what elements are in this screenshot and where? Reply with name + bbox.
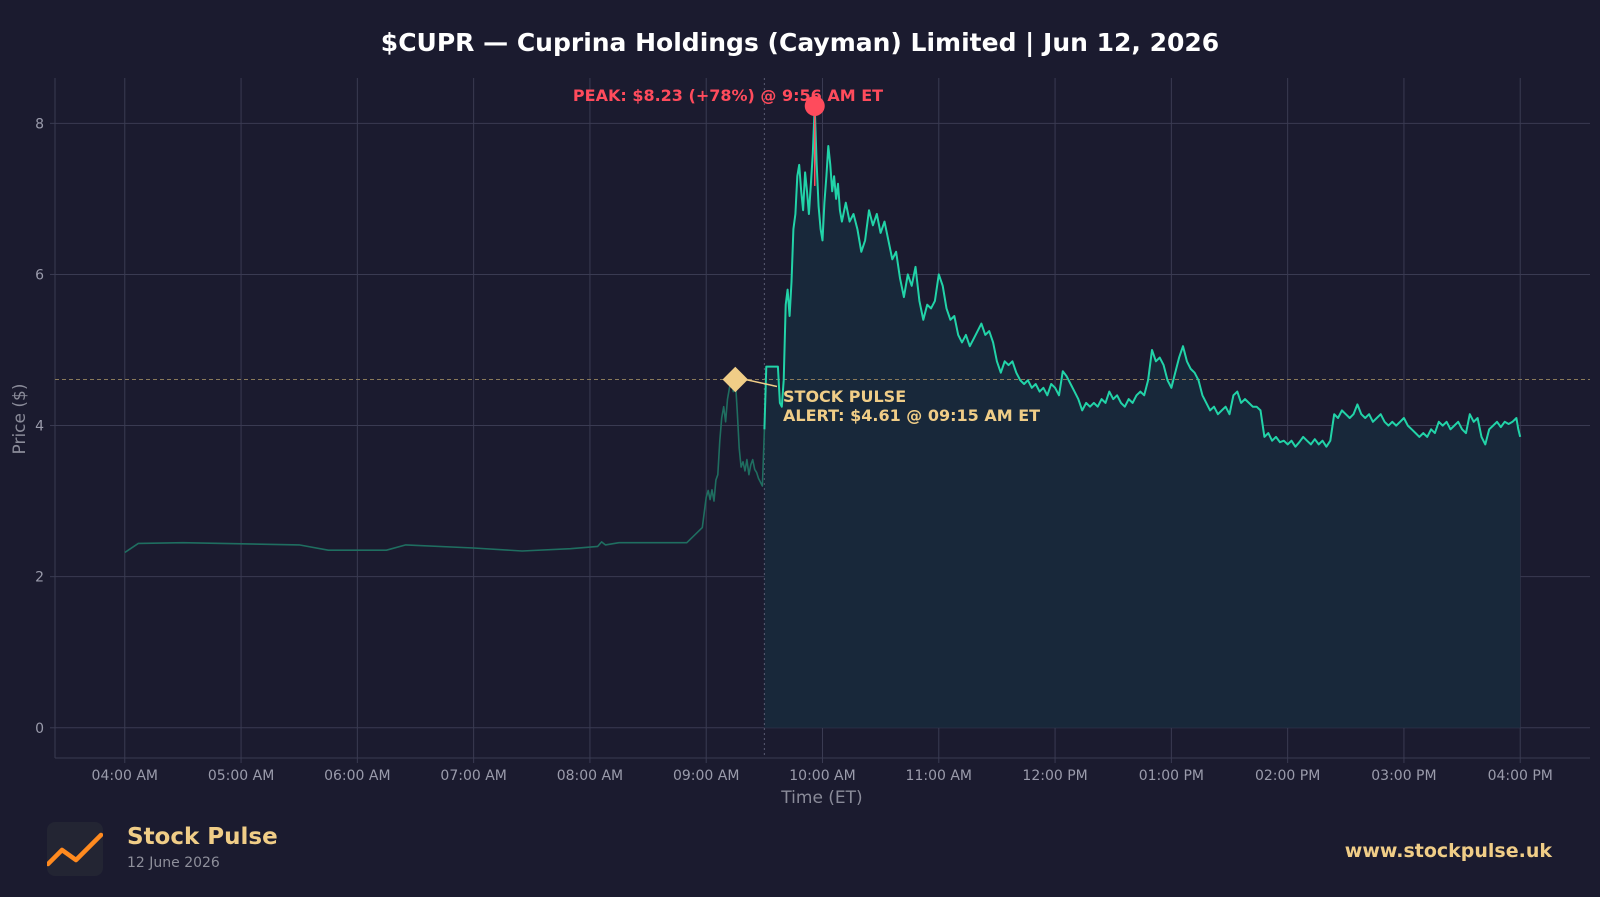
y-tick-label: 4 bbox=[35, 419, 44, 435]
x-tick-label: 02:00 PM bbox=[1255, 768, 1320, 784]
alert-connector bbox=[745, 378, 778, 388]
x-tick-label: 09:00 AM bbox=[673, 768, 739, 784]
alert-label-line2: ALERT: $4.61 @ 09:15 AM ET bbox=[783, 406, 1040, 425]
alert-marker bbox=[722, 366, 749, 393]
annotations: PEAK: $8.23 (+78%) @ 9:56 AM ET STOCK PUL… bbox=[573, 86, 1040, 425]
axes: 0 2 4 6 8 04:00 AM 05:00 AM 06:00 AM 07:00 AM 08:… bbox=[35, 78, 1590, 784]
peak-label: PEAK: $8.23 (+78%) @ 9:56 AM ET bbox=[573, 86, 883, 105]
y-tick-label: 8 bbox=[35, 116, 44, 132]
x-tick-label: 11:00 AM bbox=[906, 768, 972, 784]
premarket-price-line bbox=[124, 377, 766, 554]
y-tick-label: 2 bbox=[35, 570, 44, 586]
chart-title: $CUPR — Cuprina Holdings (Cayman) Limite… bbox=[380, 28, 1220, 57]
logo bbox=[45, 822, 104, 876]
trend-line-icon bbox=[45, 832, 104, 867]
alert-label-line1: STOCK PULSE bbox=[783, 387, 906, 406]
x-axis-label: Time (ET) bbox=[780, 788, 862, 808]
y-tick-label: 0 bbox=[35, 721, 44, 737]
x-tick-label: 04:00 AM bbox=[92, 768, 158, 784]
regular-session-fill bbox=[764, 106, 1521, 728]
x-tick-label: 07:00 AM bbox=[440, 768, 506, 784]
x-tick-label: 03:00 PM bbox=[1371, 768, 1436, 784]
brand-date: 12 June 2026 bbox=[127, 855, 220, 871]
peak-marker bbox=[804, 95, 825, 116]
x-tick-label: 12:00 PM bbox=[1022, 768, 1087, 784]
x-tick-label: 04:00 PM bbox=[1488, 768, 1553, 784]
x-tick-label: 08:00 AM bbox=[557, 768, 623, 784]
website-link[interactable]: www.stockpulse.uk bbox=[1344, 840, 1552, 862]
x-tick-label: 06:00 AM bbox=[324, 768, 390, 784]
y-axis-label: Price ($) bbox=[10, 384, 30, 455]
x-tick-label: 05:00 AM bbox=[208, 768, 274, 784]
y-tick-label: 6 bbox=[35, 267, 44, 283]
regular-price-line bbox=[763, 105, 1522, 448]
data-series bbox=[55, 78, 1590, 758]
x-tick-label: 10:00 AM bbox=[789, 768, 855, 784]
x-tick-label: 01:00 PM bbox=[1139, 768, 1204, 784]
brand-name: Stock Pulse bbox=[127, 824, 278, 850]
